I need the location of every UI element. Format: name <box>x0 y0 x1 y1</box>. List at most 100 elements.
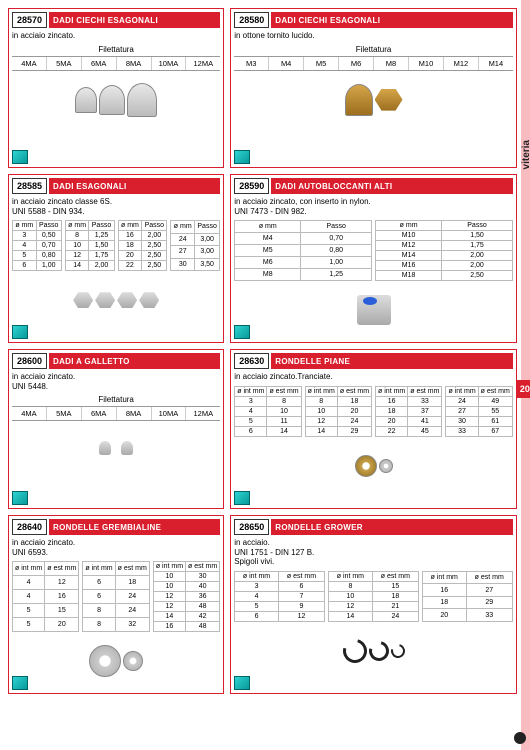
table-row: 618 <box>83 576 149 590</box>
table-row: 1224 <box>305 416 371 426</box>
box-icon <box>234 491 250 505</box>
product-title: RONDELLE GREMBIALINE <box>49 519 220 535</box>
pitch-tables: ø mmPasso30,5040,7050,8061,00ø mmPasso81… <box>12 220 220 271</box>
dim-tables: ø int mmø est mm364759612ø int mmø est m… <box>234 571 513 622</box>
product-image <box>12 636 220 686</box>
dim-tables: ø int mmø est mm412416515520ø int mmø es… <box>12 561 220 632</box>
table-header: ø est mm <box>408 386 442 396</box>
table-row: 412 <box>13 576 79 590</box>
table-header: ø int mm <box>83 562 115 576</box>
table-header: ø mm <box>65 221 89 231</box>
product-image <box>234 626 513 676</box>
category-tab: viteria <box>521 140 530 169</box>
table-row: 1829 <box>422 596 512 609</box>
product-code: 28640 <box>12 519 47 535</box>
product-title: DADI CIECHI ESAGONALI <box>49 12 220 28</box>
table-header: Passo <box>195 221 220 234</box>
product-code: 28585 <box>12 178 47 194</box>
product-title: RONDELLE PIANE <box>271 353 513 369</box>
pitch-tables: ø mmPassoM40,70M50,80M61,00M81,25ø mmPas… <box>234 220 513 281</box>
box-icon <box>234 676 250 690</box>
table-row: 1429 <box>305 426 371 436</box>
table-row: 815 <box>329 581 419 591</box>
table-row: 273,00 <box>171 246 220 259</box>
table-row: 1221 <box>329 601 419 611</box>
table-row: 2245 <box>376 426 442 436</box>
table-row: 2041 <box>376 416 442 426</box>
product-image <box>12 75 220 125</box>
table-row: 50,80 <box>13 251 62 261</box>
product-desc: in acciaio zincato. <box>12 31 220 41</box>
thread-row: 4MA5MA6MA8MA10MA12MA <box>12 56 220 71</box>
table-row: 2033 <box>422 609 512 622</box>
table-header: ø int mm <box>422 571 466 584</box>
product-desc: in acciaio.UNI 1751 - DIN 127 B.Spigoli … <box>234 538 513 567</box>
product-desc: in ottone tornito lucido. <box>234 31 513 41</box>
product-panel: 28570DADI CIECHI ESAGONALIin acciaio zin… <box>8 8 224 168</box>
table-row: 303,50 <box>171 258 220 271</box>
table-row: 818 <box>305 396 371 406</box>
table-header: ø est mm <box>186 562 220 572</box>
table-header: Passo <box>142 221 167 231</box>
product-desc: in acciaio zincato.Tranciate. <box>234 372 513 382</box>
product-panel: 28640RONDELLE GREMBIALINE in acciaio zinc… <box>8 515 224 694</box>
table-header: ø int mm <box>235 386 267 396</box>
product-desc: in acciaio zincato, con inserto in nylon… <box>234 197 513 216</box>
table-row: 515 <box>13 604 79 618</box>
table-header: ø int mm <box>235 571 279 581</box>
table-header: ø est mm <box>45 562 79 576</box>
table-row: 1442 <box>153 612 219 622</box>
table-row: 612 <box>235 611 325 621</box>
sidebar: viteria 209 <box>521 0 530 750</box>
product-panel: 28600DADI A GALLETTOin acciaio zincato.U… <box>8 349 224 509</box>
table-row: 38 <box>235 396 301 406</box>
box-icon <box>234 325 250 339</box>
table-row: 47 <box>235 591 325 601</box>
product-image <box>234 75 513 125</box>
table-header: ø int mm <box>376 386 408 396</box>
product-panel: 28650RONDELLE GROWERin acciaio.UNI 1751 … <box>230 515 517 694</box>
table-row: M50,80 <box>235 245 372 257</box>
table-header: ø est mm <box>267 386 301 396</box>
product-title: RONDELLE GROWER <box>271 519 513 535</box>
table-row: 61,00 <box>13 261 62 271</box>
table-header: ø mm <box>376 221 442 231</box>
box-icon <box>234 150 250 164</box>
table-header: Passo <box>301 221 372 233</box>
table-row: 3367 <box>446 426 512 436</box>
table-row: M182,50 <box>376 271 513 281</box>
table-row: 1633 <box>376 396 442 406</box>
product-image <box>234 285 513 335</box>
product-desc: in acciaio zincato.UNI 5448. <box>12 372 220 391</box>
product-image <box>12 425 220 475</box>
table-header: ø est mm <box>278 571 324 581</box>
table-row: 1020 <box>305 406 371 416</box>
table-row: 824 <box>83 604 149 618</box>
product-panel: 28630RONDELLE PIANEin acciaio zincato.Tr… <box>230 349 517 509</box>
product-panel: 28590DADI AUTOBLOCCANTI ALTIin acciaio z… <box>230 174 517 343</box>
dim-tables: ø int mmø est mm38410511614ø int mmø est… <box>234 386 513 437</box>
table-row: 2449 <box>446 396 512 406</box>
product-desc: in acciaio zincato classe 6S.UNI 5588 - … <box>12 197 220 216</box>
product-panel: 28580DADI CIECHI ESAGONALIin ottone torn… <box>230 8 517 168</box>
table-row: 30,50 <box>13 231 62 241</box>
table-row: 1030 <box>153 572 219 582</box>
table-header: Passo <box>36 221 61 231</box>
table-row: 614 <box>235 426 301 436</box>
thread-label: Filettatura <box>12 45 220 54</box>
product-desc: in acciaio zincato.UNI 6593. <box>12 538 220 557</box>
thread-label: Filettatura <box>234 45 513 54</box>
table-header: ø est mm <box>478 386 512 396</box>
table-header: ø est mm <box>115 562 149 576</box>
table-header: ø mm <box>118 221 142 231</box>
table-row: M61,00 <box>235 257 372 269</box>
table-row: 1648 <box>153 622 219 632</box>
table-row: M162,00 <box>376 261 513 271</box>
table-row: 101,50 <box>65 241 114 251</box>
table-row: 832 <box>83 618 149 632</box>
table-row: 410 <box>235 406 301 416</box>
table-row: M40,70 <box>235 233 372 245</box>
table-row: M101,50 <box>376 231 513 241</box>
table-row: M142,00 <box>376 251 513 261</box>
table-row: 121,75 <box>65 251 114 261</box>
